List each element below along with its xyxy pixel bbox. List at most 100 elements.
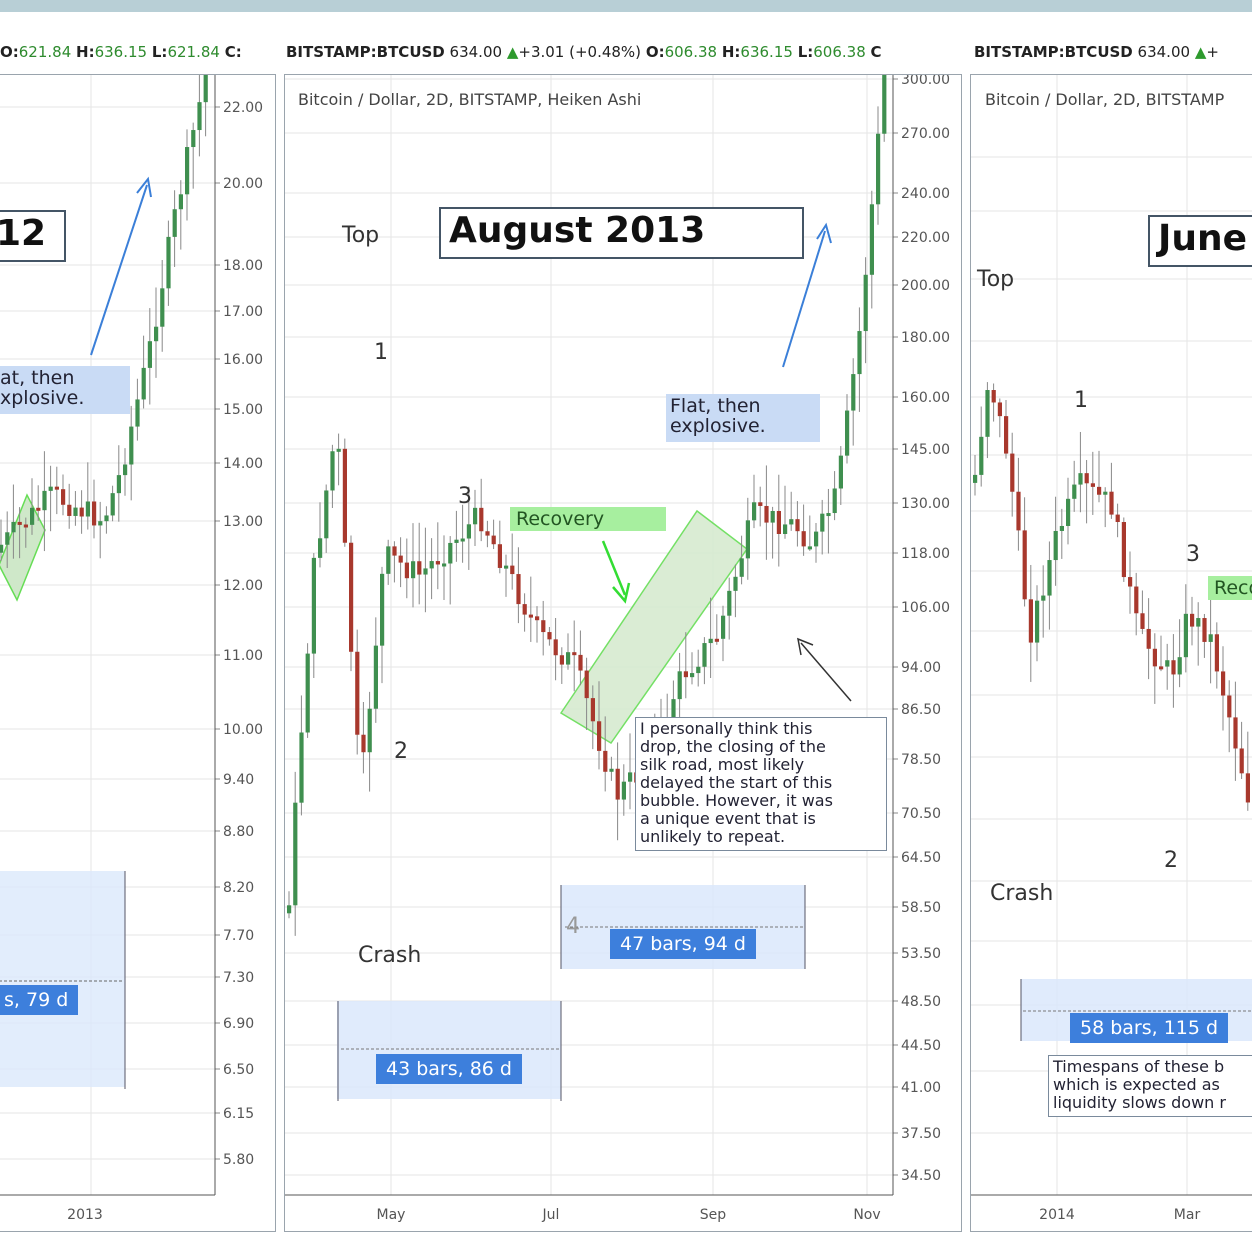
middle-candle [603,750,608,772]
change-value: + [1206,43,1219,61]
bars-range-left: s, 79 d [0,985,79,1015]
silk-road-note: I personally think this drop, the closin… [635,717,887,851]
right-candle [979,436,984,475]
middle-candle [485,531,490,536]
middle-candle [361,734,366,753]
right-candle [1202,618,1207,642]
recovery-label-right: Reco [1208,576,1252,600]
middle-candle [590,698,595,722]
y-tick-label: 145.00 [901,442,950,458]
bars-range-middle-b: 47 bars, 94 d [610,929,756,959]
middle-candle [324,490,329,539]
x-tick-label: May [377,1207,406,1223]
high-value: 636.15 [94,43,148,61]
y-tick-label: 8.20 [223,880,254,896]
arrow-head-icon [612,582,631,604]
middle-candle [727,590,732,616]
wave-1-label-right: 1 [1074,388,1088,413]
arrow-head-icon [797,637,814,656]
middle-candle [479,507,484,532]
middle-candle [690,673,695,678]
right-candle [1016,491,1021,531]
top-label-middle: Top [342,223,380,248]
flat-explosive-note-left: at, then xplosive. [0,366,130,414]
right-candle [1078,473,1083,485]
middle-candle [435,561,440,565]
y-tick-label: 20.00 [223,176,263,192]
right-candle [1121,522,1126,578]
ohlc-header-left: O:621.84 H:636.15 L:621.84 C: [0,43,280,65]
left-candle [178,194,183,210]
price-value: 634.00 [449,43,503,61]
y-tick-label: 70.50 [901,806,941,822]
middle-candle [398,555,403,563]
symbol-label[interactable]: BITSTAMP:BTCUSD [286,43,445,61]
y-tick-label: 6.50 [223,1062,254,1078]
left-candle [23,524,28,528]
right-candle [1103,491,1108,495]
pointer-arrow [800,642,852,702]
middle-candle [702,643,707,667]
right-candle [1239,748,1244,774]
middle-candle [770,510,775,523]
y-tick-label: 13.00 [223,514,263,530]
middle-candle [733,576,738,591]
y-tick-label: 5.80 [223,1152,254,1168]
middle-candle [510,565,515,575]
flat-note-line-2: explosive. [670,415,766,437]
right-candle [1140,613,1145,629]
right-candle [1041,595,1046,601]
middle-candle [677,671,682,700]
chart-panel-middle[interactable]: 300.00 270.00 240.00 220.00 200.00 180.00 160.… [284,74,962,1232]
middle-candle [373,645,378,709]
middle-candle [739,558,744,577]
y-tick-label: 53.50 [901,946,941,962]
right-candle [1028,599,1033,643]
middle-candle [801,531,806,547]
y-tick-label: 9.40 [223,772,254,788]
middle-candle [572,652,577,656]
middle-candle [584,670,589,699]
trend-arrow-middle [782,230,826,368]
left-candle [30,507,35,525]
right-candle [1208,634,1213,642]
right-candle [1152,648,1157,667]
open-value: 621.84 [18,43,72,61]
trend-arrow-left [90,184,148,356]
middle-candle [869,204,874,275]
middle-candle [522,604,527,615]
middle-candle [429,561,434,569]
middle-candle [305,653,310,733]
chart-title-middle: Bitcoin / Dollar, 2D, BITSTAMP, Heiken A… [298,90,642,109]
open-value: 606.38 [664,43,718,61]
right-candle [1109,491,1114,515]
chart-title-right: Bitcoin / Dollar, 2D, BITSTAMP [985,90,1225,109]
middle-candle [597,721,602,751]
middle-candle [857,331,862,375]
left-candle [141,367,146,400]
crash-label-middle: Crash [358,943,422,968]
middle-candle [714,638,719,642]
middle-candle [553,639,558,656]
left-candle [79,507,84,517]
chart-panel-left[interactable]: 22.00 20.00 18.00 17.00 16.00 15.00 14.00 13.00… [0,74,276,1232]
y-tick-label: 270.00 [901,126,950,142]
left-candle [185,147,190,195]
high-value: 636.15 [740,43,793,61]
middle-candle [838,455,843,489]
middle-candle [330,451,335,491]
chart-middle-svg: 300.00 270.00 240.00 220.00 200.00 180.00 160.… [285,75,950,1223]
y-tick-label: 106.00 [901,600,950,616]
middle-candle [876,133,881,205]
left-candle [67,504,72,516]
y-tick-label: 48.50 [901,994,941,1010]
symbol-label[interactable]: BITSTAMP:BTCUSD [974,43,1133,61]
right-candle [1159,666,1164,670]
middle-candle [615,768,620,800]
y-tick-label: 34.50 [901,1168,941,1184]
y-tick-label: 6.90 [223,1016,254,1032]
middle-candle [795,519,800,532]
middle-candle [349,542,354,652]
left-candle [160,288,165,327]
right-candle [1214,634,1219,672]
